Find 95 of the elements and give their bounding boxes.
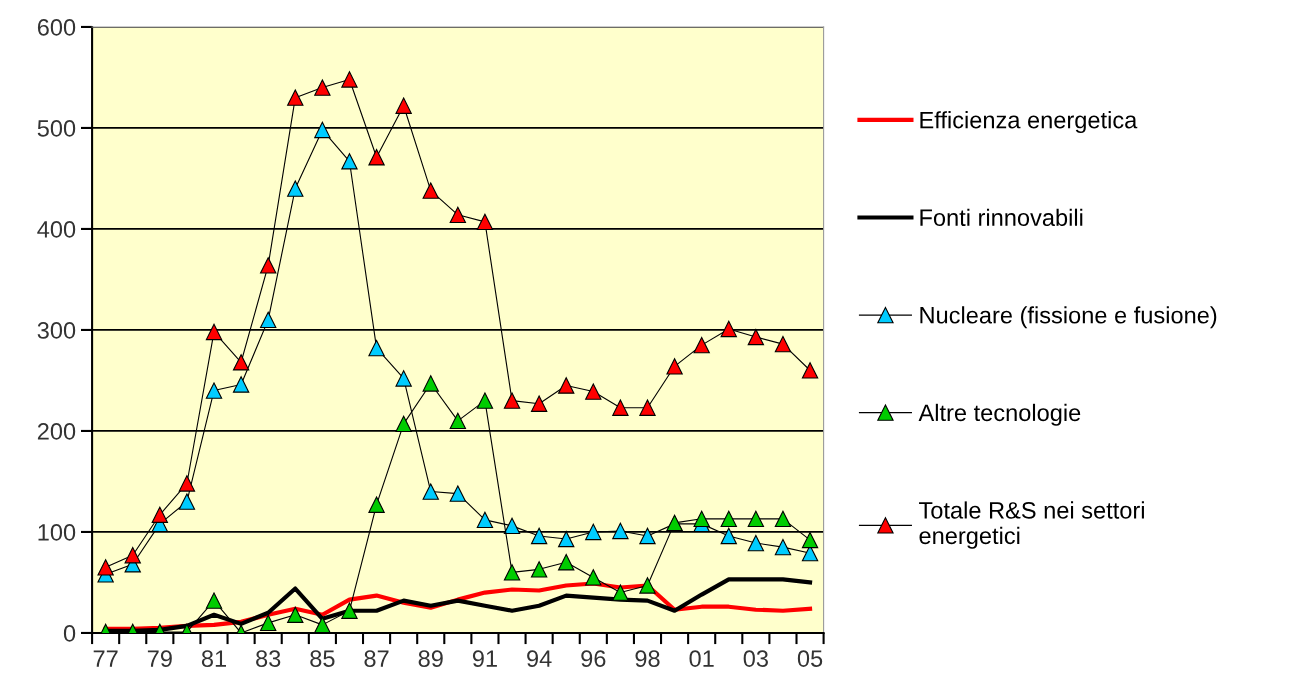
point — [314, 121, 331, 139]
point — [205, 592, 223, 609]
point — [259, 257, 277, 274]
point — [747, 510, 765, 528]
point — [558, 530, 575, 548]
point — [666, 358, 683, 375]
point — [287, 180, 304, 197]
y-tick-label: 500 — [37, 120, 76, 137]
point — [639, 577, 656, 594]
point — [503, 517, 521, 535]
x-tick-label: 83 — [256, 650, 281, 667]
point — [422, 182, 439, 199]
point — [341, 153, 358, 170]
y-tick-label: 0 — [63, 625, 76, 642]
point — [232, 354, 250, 371]
point — [720, 510, 737, 528]
point — [585, 569, 602, 586]
point — [774, 335, 792, 353]
x-tick-label: 91 — [472, 650, 497, 667]
legend-label: Fonti rinnovabili — [920, 208, 1083, 227]
point — [232, 376, 250, 393]
point — [639, 527, 656, 545]
point — [503, 392, 521, 409]
point — [178, 493, 196, 510]
point — [287, 89, 304, 106]
point — [720, 527, 737, 545]
x-tick-label: 01 — [689, 650, 714, 667]
point — [585, 523, 602, 541]
x-tick-label: 96 — [581, 650, 606, 667]
y-tick-label: 200 — [37, 423, 76, 440]
point — [558, 554, 575, 571]
point — [774, 510, 792, 528]
x-tick-label: 79 — [147, 650, 172, 667]
point — [314, 79, 331, 96]
point — [558, 377, 575, 394]
point — [368, 339, 385, 357]
point — [476, 392, 494, 409]
point — [530, 395, 548, 412]
point — [747, 328, 765, 346]
x-tick-label: 87 — [364, 650, 389, 667]
point — [639, 399, 656, 416]
point — [503, 564, 521, 581]
point — [395, 97, 412, 114]
point — [476, 511, 494, 529]
point — [801, 362, 819, 379]
point — [395, 415, 412, 433]
point — [747, 534, 765, 552]
x-tick-label: 85 — [310, 650, 335, 667]
point — [341, 602, 358, 619]
point — [774, 538, 792, 556]
x-tick-label: 89 — [418, 650, 443, 667]
point — [449, 485, 467, 502]
point — [368, 149, 385, 166]
point — [530, 527, 548, 545]
x-tick-label: 81 — [201, 650, 226, 667]
point — [585, 383, 602, 400]
point — [205, 382, 223, 399]
point — [612, 522, 629, 540]
x-tick-label: 98 — [635, 650, 660, 667]
point — [259, 311, 277, 329]
point — [259, 614, 277, 632]
point — [693, 510, 710, 528]
y-tick-label: 400 — [37, 221, 76, 238]
point — [422, 483, 439, 500]
point — [368, 496, 385, 513]
point — [341, 71, 358, 88]
x-tick-label: 03 — [743, 650, 768, 667]
x-tick-label: 05 — [797, 650, 823, 667]
point — [205, 323, 223, 341]
point — [178, 475, 196, 492]
point — [801, 531, 819, 549]
y-tick-label: 100 — [38, 524, 76, 541]
legend-label: Nucleare (fissione e fusione) — [920, 306, 1217, 329]
point — [314, 616, 331, 633]
point — [97, 559, 114, 576]
point — [449, 412, 467, 430]
x-tick-label: 77 — [93, 650, 118, 667]
point — [612, 584, 629, 601]
legend-label: Efficienza energetica — [920, 111, 1138, 134]
point — [124, 546, 141, 564]
point — [612, 399, 629, 416]
y-tick-label: 600 — [37, 19, 76, 36]
point — [287, 606, 304, 623]
point — [693, 336, 710, 354]
legend-label: Altre tecnologie — [918, 403, 1081, 426]
legend-label: Totale R&S nei settori energetici — [919, 501, 1144, 549]
point — [395, 370, 412, 387]
point — [530, 561, 548, 578]
point — [449, 206, 467, 224]
point — [151, 506, 169, 523]
point — [720, 320, 737, 338]
y-tick-label: 300 — [37, 322, 76, 339]
point — [476, 213, 494, 231]
x-tick-label: 94 — [527, 650, 552, 667]
point — [422, 375, 439, 392]
